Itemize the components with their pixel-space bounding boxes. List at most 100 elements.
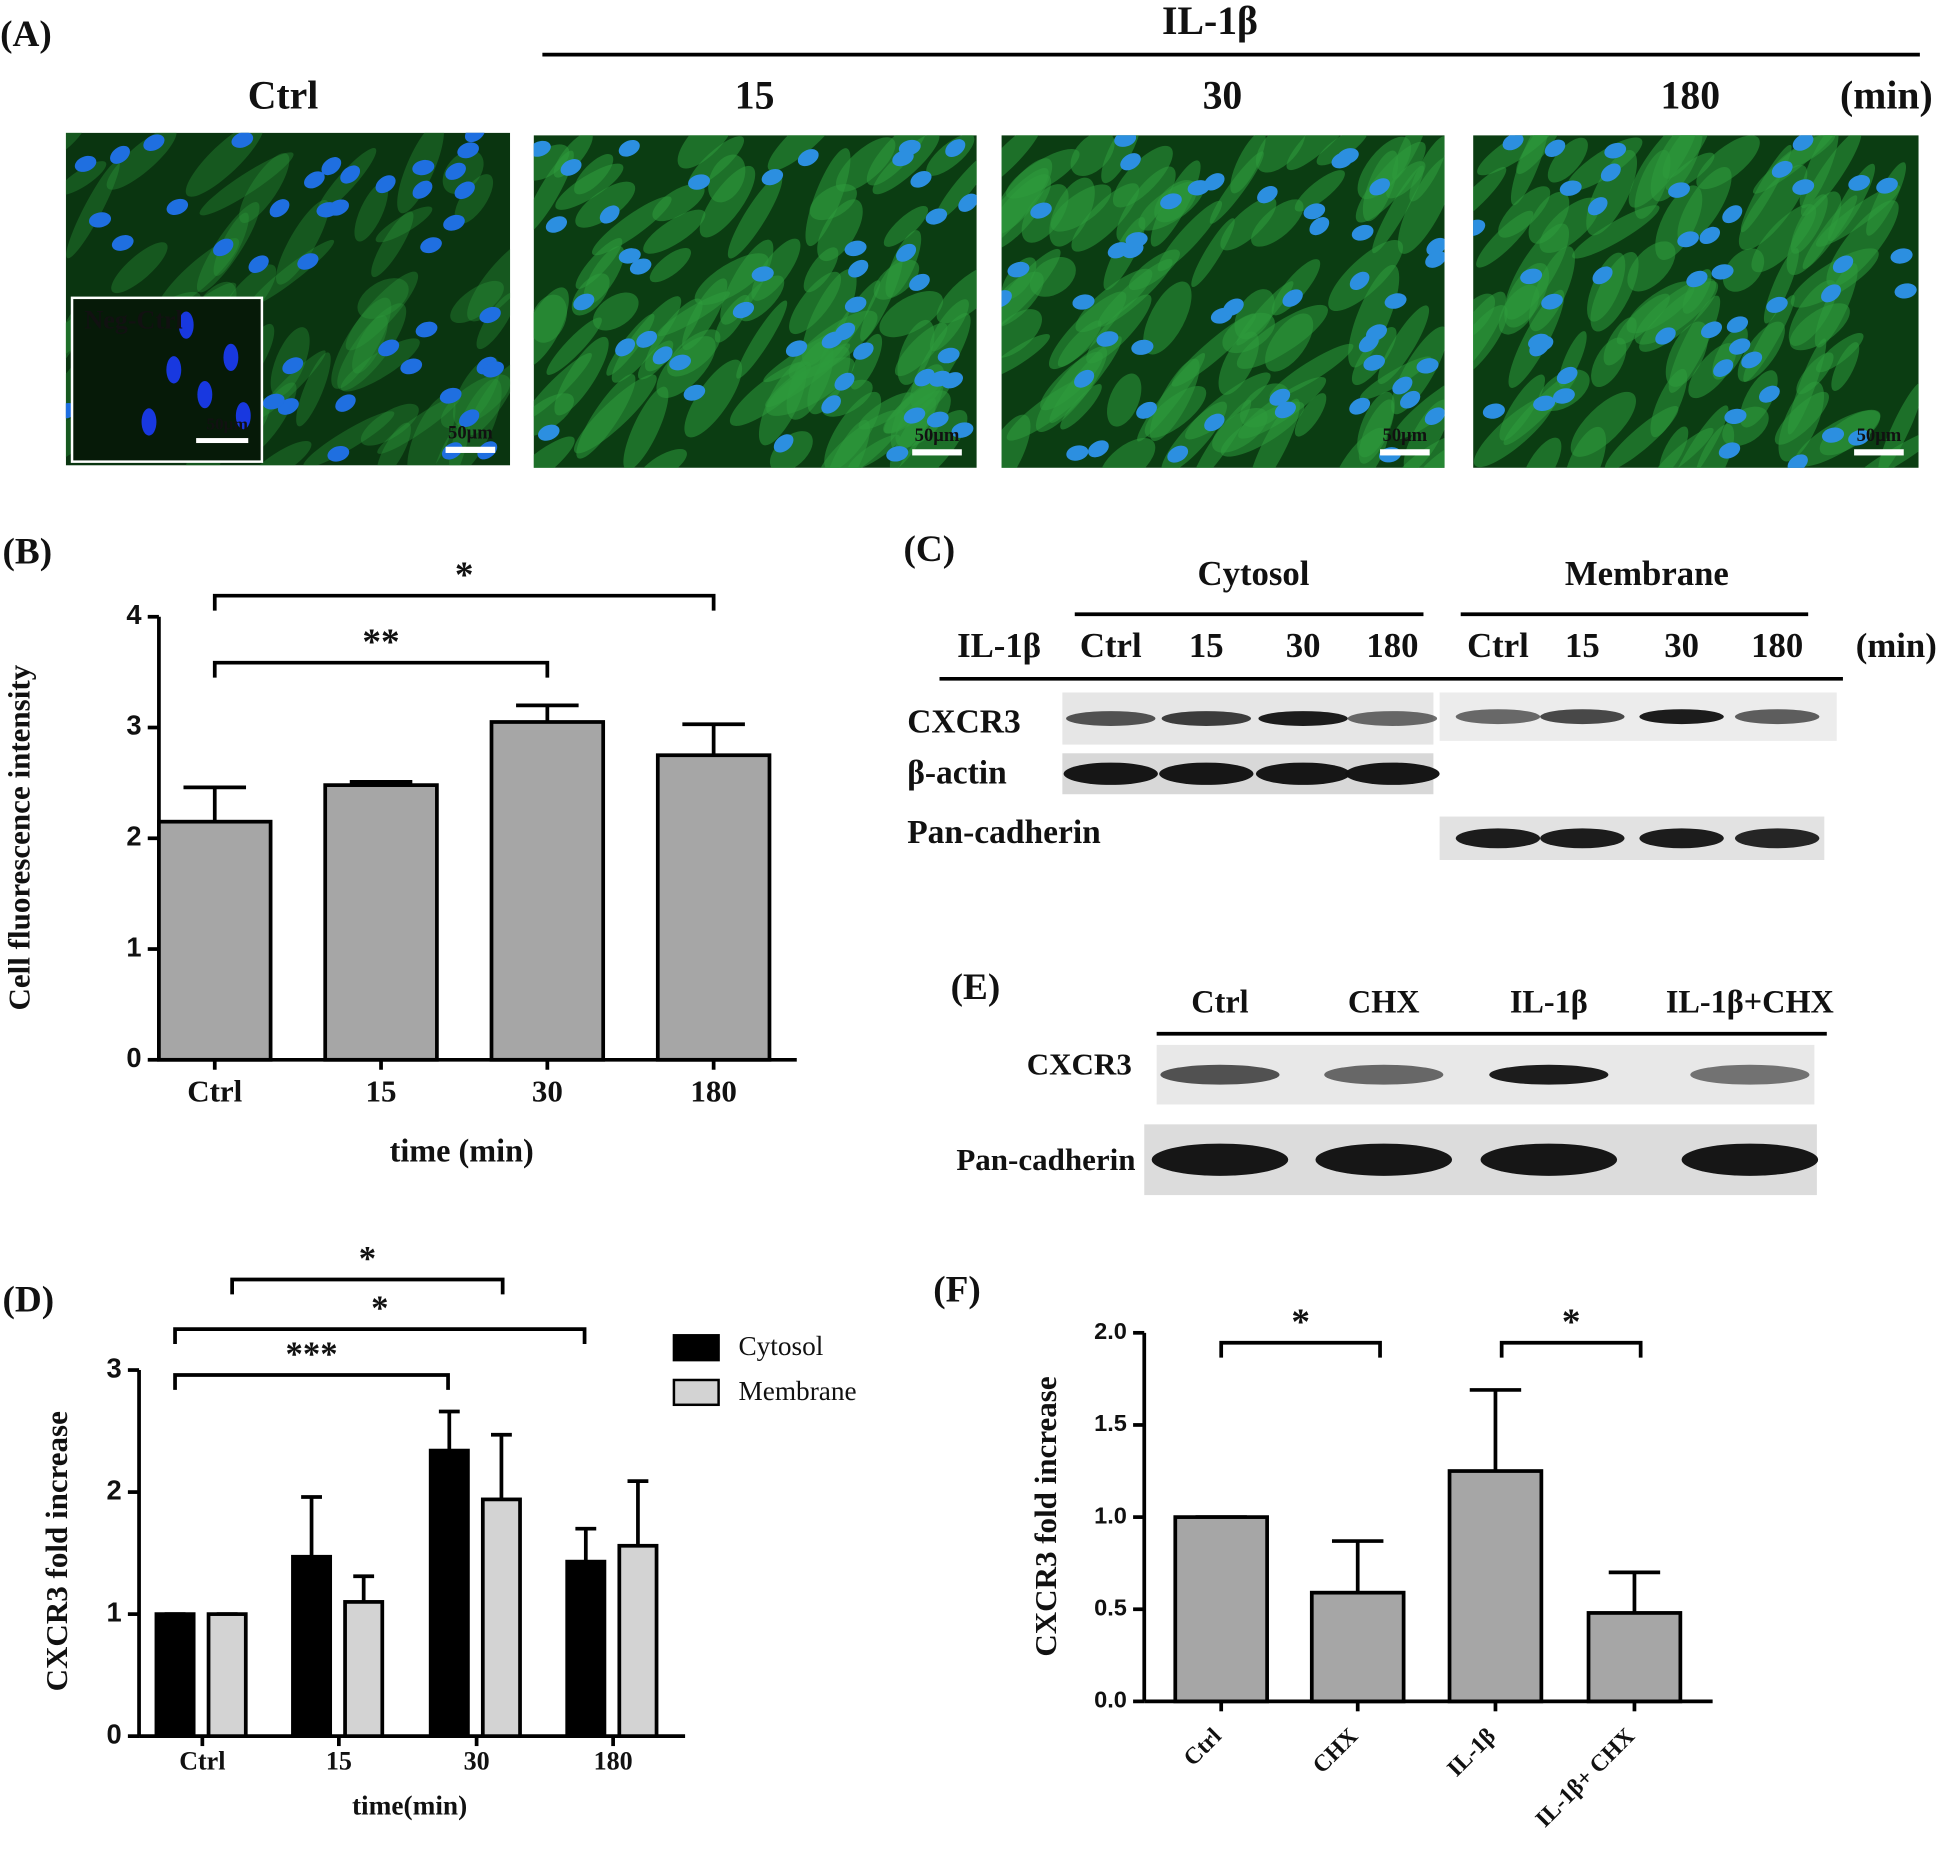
cell-body bbox=[727, 174, 783, 259]
nucleus bbox=[1066, 445, 1089, 461]
nucleus bbox=[1553, 388, 1575, 404]
nucleus bbox=[454, 181, 475, 200]
scale-bar-label: 50μm bbox=[915, 425, 960, 446]
nucleus bbox=[844, 240, 867, 257]
cell-body bbox=[1831, 342, 1860, 391]
band bbox=[1159, 762, 1254, 785]
nucleus bbox=[1759, 385, 1780, 403]
nucleus bbox=[1677, 231, 1699, 248]
cell-body bbox=[1001, 309, 1043, 359]
band bbox=[1540, 828, 1625, 849]
nucleus bbox=[751, 266, 774, 282]
nucleus bbox=[914, 368, 935, 387]
nucleus bbox=[110, 145, 130, 164]
nucleus bbox=[457, 142, 479, 159]
cell-body bbox=[454, 174, 494, 225]
significance-bracket bbox=[173, 1373, 450, 1390]
y-tick-label: 0 bbox=[106, 1718, 121, 1749]
nucleus bbox=[1365, 324, 1388, 341]
nucleus bbox=[1600, 163, 1621, 182]
nucleus bbox=[1204, 413, 1225, 432]
significance-label: * bbox=[1562, 1302, 1581, 1343]
cell-body bbox=[575, 181, 636, 228]
nucleus bbox=[926, 411, 949, 428]
nucleus bbox=[1559, 180, 1582, 196]
scale-bar bbox=[196, 438, 249, 444]
y-axis-title: CXCR3 fold increase bbox=[1028, 1376, 1063, 1656]
band bbox=[1160, 1064, 1280, 1085]
cell-body bbox=[377, 395, 461, 454]
nucleus bbox=[1890, 248, 1913, 264]
nucleus bbox=[321, 157, 342, 176]
nucleus bbox=[538, 424, 560, 441]
nucleus bbox=[909, 273, 930, 291]
nucleus bbox=[1125, 232, 1148, 248]
cell-body bbox=[66, 160, 120, 259]
legend-label: Membrane bbox=[738, 1376, 856, 1406]
cell-body bbox=[657, 291, 731, 337]
x-tick-label: CHX bbox=[1308, 1723, 1363, 1778]
x-tick-label: Ctrl bbox=[1179, 1723, 1227, 1771]
cell-body bbox=[1294, 393, 1327, 437]
significance-bracket bbox=[1219, 1340, 1382, 1358]
cell-body bbox=[1751, 204, 1817, 273]
nucleus bbox=[1604, 142, 1627, 159]
nucleus bbox=[834, 322, 856, 341]
nucleus bbox=[599, 205, 620, 224]
scale-bar bbox=[912, 449, 962, 456]
nucleus bbox=[1120, 153, 1141, 171]
cell-body bbox=[546, 317, 602, 375]
cell-body bbox=[897, 319, 935, 385]
cell-body bbox=[554, 336, 609, 416]
cell-body bbox=[1191, 399, 1252, 468]
band bbox=[1639, 709, 1724, 725]
cell-body bbox=[1143, 281, 1192, 355]
bar bbox=[206, 1612, 248, 1739]
cell-body bbox=[1572, 205, 1660, 259]
nucleus bbox=[1424, 407, 1445, 425]
nucleus bbox=[945, 139, 966, 158]
cell-body bbox=[591, 196, 672, 256]
significance-bracket bbox=[230, 1277, 505, 1295]
lane-label: 15 bbox=[1189, 626, 1224, 665]
cell-body bbox=[450, 280, 504, 324]
cell-body bbox=[1392, 433, 1445, 468]
cell-body bbox=[1251, 199, 1304, 247]
cell-body bbox=[1528, 191, 1570, 244]
cell-body bbox=[1604, 405, 1679, 468]
cell-body bbox=[1035, 346, 1108, 432]
cell-body bbox=[1570, 391, 1637, 457]
cell-body bbox=[934, 151, 977, 222]
nucleus bbox=[615, 338, 636, 357]
nucleus bbox=[1223, 298, 1244, 316]
cell-body bbox=[809, 184, 857, 221]
bar bbox=[480, 1497, 522, 1739]
nucleus bbox=[1556, 366, 1578, 385]
nucleus bbox=[269, 199, 290, 218]
cell-body bbox=[1659, 426, 1689, 468]
cell-body bbox=[623, 386, 669, 468]
legend-label: Cytosol bbox=[738, 1331, 823, 1361]
nucleus bbox=[1655, 327, 1676, 345]
cell-body bbox=[1786, 191, 1842, 276]
band bbox=[1324, 1064, 1444, 1085]
nucleus bbox=[618, 248, 641, 264]
y-tick-label: 2.0 bbox=[1094, 1318, 1127, 1344]
bar bbox=[291, 1554, 333, 1739]
cell-body bbox=[331, 297, 392, 389]
nucleus bbox=[482, 361, 504, 378]
lane-label: 30 bbox=[1664, 626, 1699, 665]
nucleus bbox=[636, 330, 658, 348]
nucleus bbox=[141, 408, 157, 436]
cell-body bbox=[677, 135, 735, 169]
cell-body bbox=[1294, 170, 1345, 212]
nucleus bbox=[1713, 359, 1734, 377]
nucleus bbox=[785, 340, 808, 357]
cell-body bbox=[1848, 429, 1919, 468]
nucleus bbox=[1520, 268, 1543, 285]
x-tick-label: IL-1β+ CHX bbox=[1531, 1723, 1640, 1832]
nucleus bbox=[1848, 429, 1870, 446]
nucleus bbox=[231, 132, 254, 148]
nucleus bbox=[1257, 186, 1278, 204]
